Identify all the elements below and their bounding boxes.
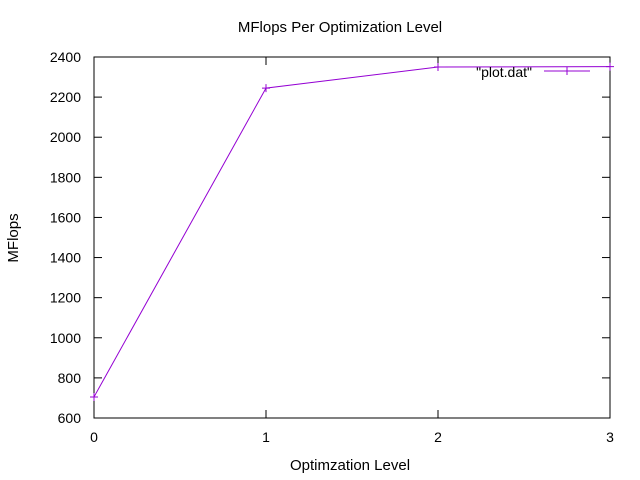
data-point bbox=[606, 62, 614, 71]
y-tick-label: 2000 bbox=[50, 129, 81, 145]
y-tick-label: 1400 bbox=[50, 250, 81, 266]
y-tick-label: 600 bbox=[58, 410, 82, 426]
x-axis: 0 1 2 3 bbox=[90, 57, 614, 445]
legend-marker bbox=[563, 67, 571, 75]
y-tick-label: 2200 bbox=[50, 89, 81, 105]
y-tick-label: 1200 bbox=[50, 290, 81, 306]
series-layer bbox=[90, 62, 614, 401]
data-point bbox=[262, 84, 270, 93]
legend: "plot.dat" bbox=[476, 64, 590, 80]
y-tick-label: 1000 bbox=[50, 330, 81, 346]
y-axis-title: MFlops bbox=[5, 213, 22, 262]
x-tick-label: 1 bbox=[262, 429, 270, 445]
x-tick-label: 2 bbox=[434, 429, 442, 445]
y-axis: 600 800 1000 1200 1400 1600 1800 2000 2200 2400 bbox=[50, 49, 610, 426]
x-tick-label: 0 bbox=[90, 429, 98, 445]
x-tick-label: 3 bbox=[606, 429, 614, 445]
x-axis-title: Optimzation Level bbox=[290, 457, 410, 474]
y-tick-label: 1600 bbox=[50, 209, 81, 225]
y-tick-label: 800 bbox=[58, 370, 82, 386]
series-line bbox=[93, 66, 611, 398]
plot-border bbox=[93, 56, 611, 419]
y-tick-label: 1800 bbox=[50, 169, 81, 185]
data-point bbox=[90, 392, 98, 401]
y-tick-label: 2400 bbox=[50, 49, 81, 65]
chart-title: MFlops Per Optimization Level bbox=[238, 19, 442, 36]
legend-label: "plot.dat" bbox=[476, 64, 532, 80]
data-point bbox=[434, 63, 442, 72]
